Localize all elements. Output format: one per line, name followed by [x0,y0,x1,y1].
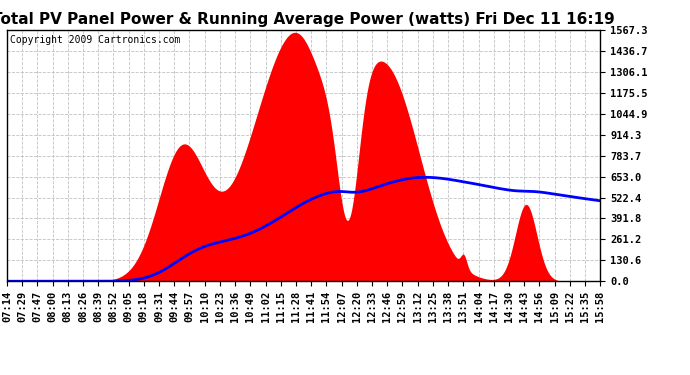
Text: Copyright 2009 Cartronics.com: Copyright 2009 Cartronics.com [10,35,180,45]
Title: Total PV Panel Power & Running Average Power (watts) Fri Dec 11 16:19: Total PV Panel Power & Running Average P… [0,12,615,27]
